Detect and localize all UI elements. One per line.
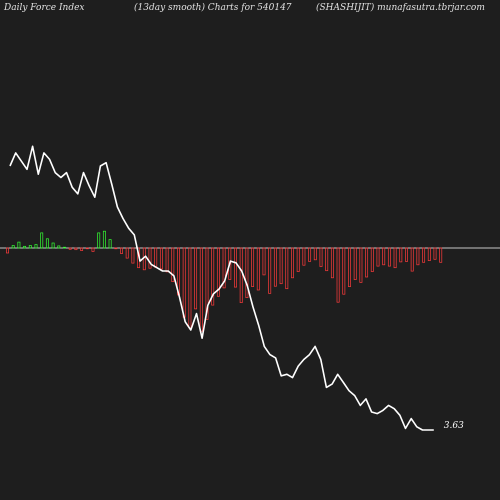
force-bar xyxy=(51,242,55,249)
force-bar xyxy=(34,244,38,249)
force-bar xyxy=(433,247,437,260)
force-bar xyxy=(222,247,226,289)
force-bar xyxy=(405,247,408,262)
force-bar xyxy=(57,245,61,249)
force-bar xyxy=(256,247,260,291)
force-bar xyxy=(28,245,32,249)
force-bar xyxy=(68,247,72,250)
force-bar xyxy=(291,247,294,279)
force-bar xyxy=(262,247,266,276)
force-bar xyxy=(63,246,66,249)
force-bar xyxy=(216,247,220,297)
force-bar xyxy=(313,247,317,261)
force-bar xyxy=(165,247,169,273)
force-bar xyxy=(382,247,386,266)
force-bar xyxy=(188,247,192,329)
force-bar xyxy=(154,247,158,268)
force-bars xyxy=(6,230,443,332)
force-bar xyxy=(273,247,277,287)
force-bar xyxy=(319,247,323,267)
force-bar xyxy=(353,247,357,280)
force-bar xyxy=(393,247,397,269)
force-bar xyxy=(279,247,283,285)
force-bar xyxy=(194,247,198,310)
force-bar xyxy=(387,247,391,267)
force-bar xyxy=(148,247,152,269)
force-bar xyxy=(120,247,123,254)
force-bar xyxy=(348,247,351,287)
force-bar xyxy=(102,230,106,249)
force-bar xyxy=(85,247,89,250)
chart-title-center: (13day smooth) Charts for 540147 xyxy=(134,3,292,13)
force-bar xyxy=(399,247,403,263)
force-bar xyxy=(114,247,118,250)
force-bar xyxy=(416,247,420,266)
force-bar xyxy=(268,247,272,294)
force-bar xyxy=(365,247,369,278)
force-bar xyxy=(330,247,334,279)
force-bar xyxy=(302,247,306,266)
force-bar xyxy=(410,247,414,272)
force-bar xyxy=(45,238,49,249)
force-bar xyxy=(228,247,232,280)
force-bar xyxy=(359,247,363,283)
force-bar xyxy=(336,247,340,303)
force-bar xyxy=(308,247,312,262)
last-value-label: 3.63 xyxy=(444,421,464,431)
force-bar xyxy=(11,245,15,249)
force-bar xyxy=(108,239,112,249)
force-bar xyxy=(245,247,249,298)
force-bar xyxy=(439,247,443,263)
chart-title-left: Daily Force Index xyxy=(4,3,85,13)
force-bar xyxy=(125,247,129,259)
price-line xyxy=(9,145,434,431)
force-bar xyxy=(74,247,78,251)
force-bar xyxy=(205,247,209,320)
force-bar xyxy=(342,247,346,295)
force-bar xyxy=(325,247,329,272)
force-bar xyxy=(422,247,426,263)
force-bar xyxy=(6,247,9,254)
force-bar xyxy=(91,247,95,252)
force-bar xyxy=(239,247,243,303)
force-bar xyxy=(80,247,84,251)
force-bar xyxy=(376,247,380,267)
force-bar xyxy=(370,247,374,272)
force-bar xyxy=(211,247,215,306)
force-bar xyxy=(159,247,163,270)
force-bar xyxy=(234,247,237,288)
force-bar xyxy=(23,245,27,249)
force-bar xyxy=(296,247,300,272)
force-bar xyxy=(131,247,135,264)
force-bar xyxy=(285,247,289,290)
force-bar xyxy=(97,232,101,249)
force-bar xyxy=(17,241,21,249)
chart-title-right: (SHASHIJIT) munafasutra.tbrjar.com xyxy=(316,3,485,13)
force-bar xyxy=(427,247,431,261)
force-bar xyxy=(251,247,255,287)
force-bar xyxy=(199,247,203,332)
force-bar xyxy=(171,247,175,282)
force-bar xyxy=(40,232,44,249)
force-bar xyxy=(182,247,186,318)
